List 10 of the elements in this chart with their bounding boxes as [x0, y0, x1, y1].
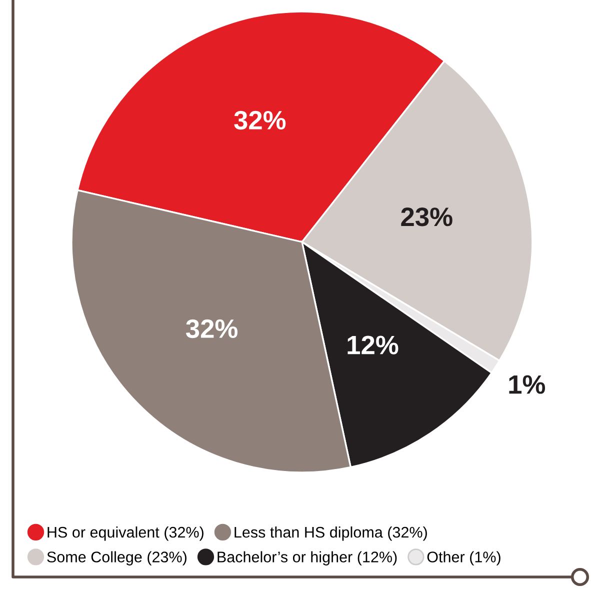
- legend-label: Less than HS diploma (32%): [234, 526, 427, 541]
- data-label: 23%: [401, 208, 452, 226]
- data-label: 32%: [186, 319, 238, 338]
- data-label: 1%: [509, 375, 546, 394]
- legend-label: Other (1%): [427, 551, 500, 566]
- data-label: 32%: [234, 110, 286, 130]
- legend-label: Bachelor’s or higher (12%): [218, 551, 397, 566]
- legend-label: HS or equivalent (32%): [48, 526, 204, 541]
- legend-label: Some College (23%): [47, 551, 186, 566]
- data-label: 12%: [348, 336, 398, 354]
